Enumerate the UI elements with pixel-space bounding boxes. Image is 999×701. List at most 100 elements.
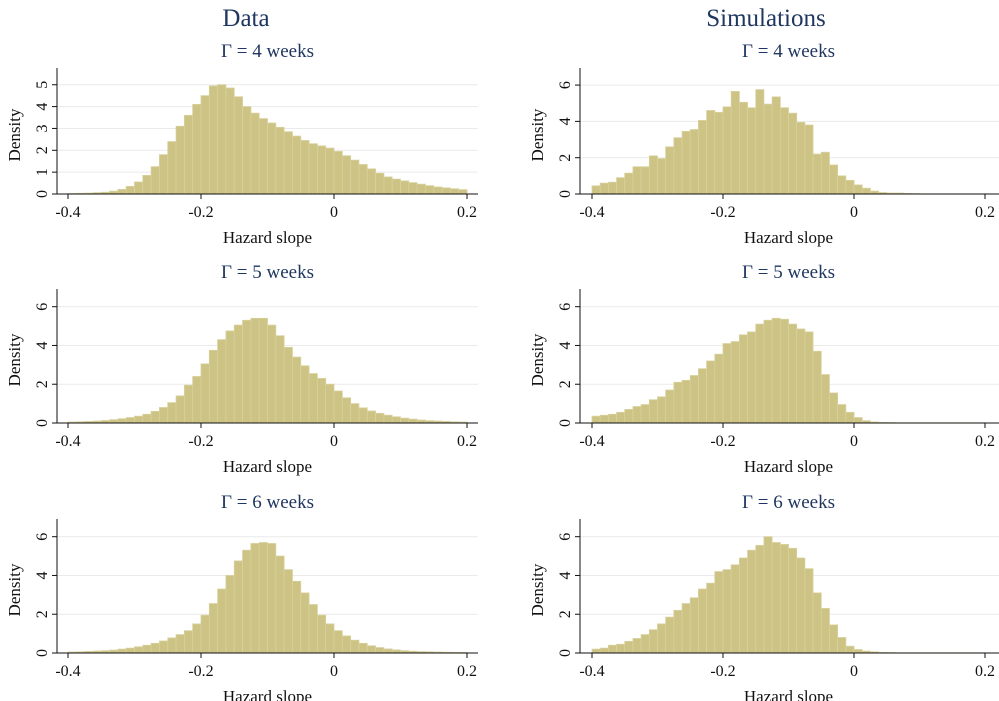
- histogram-bar: [325, 147, 335, 195]
- histogram-bar: [416, 183, 426, 195]
- histogram-bar: [383, 648, 393, 654]
- histogram-bar: [425, 185, 435, 195]
- histogram-bar: [829, 164, 839, 195]
- histogram-bar: [747, 331, 757, 424]
- histogram-bar: [738, 101, 748, 195]
- histogram-bar: [648, 155, 658, 195]
- histogram-bar: [714, 353, 724, 424]
- histogram-bar: [812, 592, 822, 654]
- panel-title: Γ = 4 weeks: [221, 41, 314, 62]
- panel-title: Γ = 6 weeks: [742, 492, 835, 513]
- histogram-bar: [341, 155, 352, 195]
- histogram-bar: [812, 350, 822, 424]
- x-tick-label: 0: [330, 433, 338, 450]
- histogram-bar: [125, 647, 135, 654]
- histogram-bar: [771, 96, 781, 195]
- histogram-bar: [607, 413, 617, 424]
- histogram-bar: [599, 414, 609, 424]
- histogram-bar: [325, 623, 335, 654]
- histogram-bar: [117, 648, 127, 654]
- histogram-bar: [788, 547, 798, 654]
- histogram-bar: [159, 407, 169, 424]
- y-tick-label: 3: [34, 124, 51, 132]
- histogram-bar: [283, 569, 293, 654]
- histogram-bar: [283, 131, 293, 195]
- histogram-panel-data-6: 0 2 4 6 -0.4 -0.2 0 0.2 Γ = 6 weeks Hazard slope D…: [5, 492, 478, 701]
- histogram-bar: [167, 637, 177, 654]
- histogram-bar: [366, 168, 376, 195]
- histogram-bar: [142, 413, 152, 424]
- y-axis-title: Density: [5, 333, 24, 386]
- histogram-bar: [673, 381, 683, 424]
- histogram-bar: [250, 317, 260, 424]
- histogram-bar: [689, 129, 699, 195]
- y-axis-title: Density: [528, 108, 547, 161]
- histogram-bar: [350, 403, 360, 424]
- histogram-bar: [779, 107, 789, 195]
- histogram-bar: [283, 346, 293, 424]
- histogram-bar: [747, 107, 757, 195]
- histogram-bar: [341, 397, 352, 424]
- histogram-bar: [325, 383, 335, 424]
- histogram-bar: [192, 376, 202, 424]
- histogram-bar: [192, 623, 202, 654]
- x-tick-label: 0: [330, 663, 338, 680]
- histogram-bar: [242, 549, 252, 654]
- histogram-bar: [366, 410, 376, 424]
- histogram-bar: [167, 141, 177, 195]
- histogram-bar: [267, 122, 277, 195]
- histogram-bar: [829, 624, 839, 654]
- y-axis-title: Density: [5, 108, 24, 161]
- x-axis-title: Hazard slope: [744, 687, 833, 701]
- x-tick-label: 0.2: [975, 433, 995, 450]
- histogram-bar: [632, 406, 642, 424]
- histogram-bar: [333, 390, 343, 424]
- x-tick-label: 0.2: [975, 663, 995, 680]
- histogram-bar: [616, 411, 626, 424]
- y-tick-label: 4: [34, 571, 51, 579]
- histogram-bar: [689, 375, 699, 424]
- histogram-bar: [763, 319, 773, 424]
- x-tick-label: 0: [850, 433, 858, 450]
- histogram-bar: [316, 378, 327, 424]
- histogram-bar: [408, 418, 418, 424]
- x-tick-label: 0.2: [975, 204, 995, 221]
- histogram-bar: [714, 571, 724, 654]
- x-axis-title: Hazard slope: [744, 457, 833, 476]
- x-tick-label: -0.4: [579, 204, 604, 221]
- histogram-bar: [730, 341, 740, 424]
- histogram-bar: [698, 120, 708, 195]
- histogram-bar: [853, 649, 863, 654]
- x-axis-title: Hazard slope: [223, 228, 312, 247]
- histogram-bar: [706, 110, 716, 195]
- histogram-bar: [175, 125, 185, 195]
- histogram-bar: [681, 130, 691, 195]
- histogram-bar: [763, 536, 773, 654]
- column-title-simulations: Simulations: [706, 5, 825, 32]
- histogram-panel-data-5: 0 2 4 6 -0.4 -0.2 0 0.2 Γ = 5 weeks Hazard slope D…: [5, 262, 478, 476]
- x-tick-label: -0.4: [579, 433, 604, 450]
- histogram-bar: [665, 616, 675, 654]
- histogram-bar: [233, 324, 243, 424]
- histogram-bar: [616, 643, 626, 654]
- x-axis-title: Hazard slope: [223, 687, 312, 701]
- histogram-bar: [333, 630, 343, 654]
- panel-title: Γ = 4 weeks: [742, 41, 835, 62]
- histogram-bar: [217, 588, 227, 654]
- histogram-bar: [796, 121, 806, 195]
- histogram-bar: [292, 135, 302, 195]
- histogram-bar: [192, 104, 202, 195]
- histogram-bar: [134, 646, 144, 654]
- histogram-bar: [267, 324, 277, 424]
- histogram-bar: [225, 575, 235, 654]
- y-tick-label: 4: [557, 571, 574, 579]
- histogram-bar: [366, 645, 376, 654]
- histogram-bar: [300, 140, 310, 195]
- histogram-bar: [383, 414, 393, 424]
- x-tick-label: -0.4: [55, 663, 80, 680]
- histogram-bar: [730, 564, 740, 654]
- y-tick-label: 2: [557, 154, 574, 162]
- histogram-bar: [275, 555, 285, 654]
- histogram-bar: [292, 580, 302, 654]
